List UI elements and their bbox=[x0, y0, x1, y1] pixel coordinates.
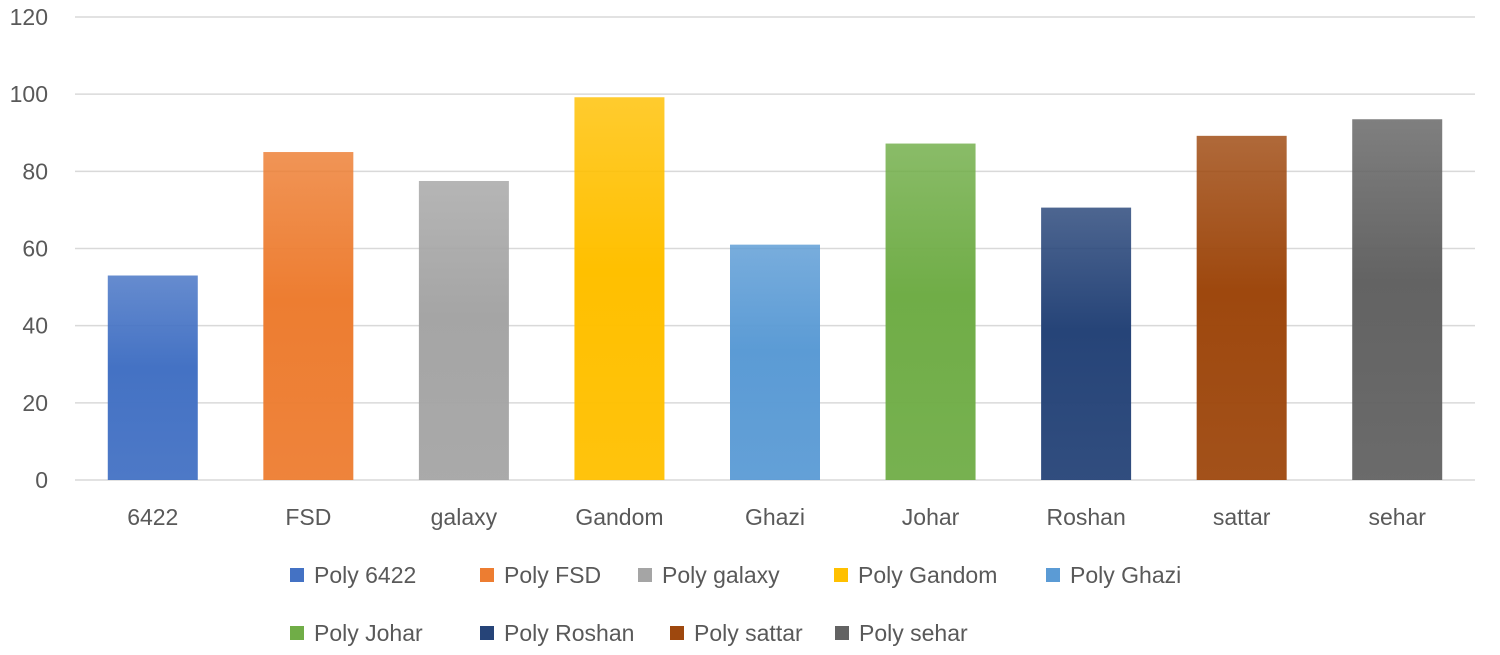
x-tick-label: Johar bbox=[902, 504, 960, 530]
legend-swatch bbox=[670, 626, 684, 640]
bar-sattar bbox=[1196, 135, 1287, 480]
legend-item: Poly Johar bbox=[290, 618, 480, 648]
x-tick-label: FSD bbox=[285, 504, 331, 530]
x-tick-label: 6422 bbox=[127, 504, 178, 530]
legend-item: Poly galaxy bbox=[638, 560, 834, 590]
legend-swatch bbox=[480, 626, 494, 640]
bar-Johar bbox=[885, 143, 976, 480]
legend-item: Poly FSD bbox=[480, 560, 638, 590]
x-axis-labels: 6422 FSD galaxy Gandom Ghazi Johar Roshan satta… bbox=[127, 504, 1426, 530]
bar-galaxy bbox=[418, 180, 509, 480]
bar-Roshan bbox=[1041, 207, 1132, 480]
bar-FSD bbox=[263, 152, 354, 480]
legend-label: Poly galaxy bbox=[662, 561, 780, 588]
y-tick-label: 40 bbox=[22, 313, 48, 339]
legend-label: Poly FSD bbox=[504, 561, 602, 588]
legend-label: Poly Ghazi bbox=[1070, 561, 1182, 588]
legend-label: Poly sattar bbox=[694, 619, 803, 646]
legend-swatch bbox=[835, 626, 849, 640]
legend-item: Poly Gandom bbox=[834, 560, 1046, 590]
bar-6422 bbox=[107, 275, 198, 480]
bar-Gandom bbox=[574, 97, 665, 481]
legend-swatch bbox=[290, 568, 304, 582]
y-tick-label: 20 bbox=[22, 390, 48, 416]
x-tick-label: galaxy bbox=[431, 504, 498, 530]
bar-sehar bbox=[1352, 119, 1443, 480]
legend-label: Poly Roshan bbox=[504, 619, 635, 646]
legend-label: Poly sehar bbox=[859, 619, 968, 646]
x-tick-label: sehar bbox=[1368, 504, 1426, 530]
x-tick-label: Gandom bbox=[575, 504, 663, 530]
y-tick-label: 60 bbox=[22, 236, 48, 262]
x-tick-label: Ghazi bbox=[745, 504, 805, 530]
x-tick-label: Roshan bbox=[1046, 504, 1125, 530]
y-axis-ticks: 0 20 40 60 80 100 120 bbox=[10, 4, 48, 493]
y-tick-label: 80 bbox=[22, 158, 48, 184]
legend-label: Poly Johar bbox=[314, 619, 423, 646]
legend-item: Poly sehar bbox=[835, 618, 995, 648]
legend-item: Poly sattar bbox=[670, 618, 835, 648]
legend: Poly 6422 Poly FSD Poly galaxy Poly Gandom P… bbox=[290, 560, 1230, 648]
bar-Ghazi bbox=[730, 244, 820, 480]
legend-swatch bbox=[1046, 568, 1060, 582]
y-tick-label: 120 bbox=[10, 4, 48, 30]
legend-item: Poly Ghazi bbox=[1046, 560, 1196, 590]
y-tick-label: 0 bbox=[35, 467, 48, 493]
legend-swatch bbox=[480, 568, 494, 582]
legend-item: Poly 6422 bbox=[290, 560, 480, 590]
x-tick-label: sattar bbox=[1213, 504, 1271, 530]
legend-label: Poly Gandom bbox=[858, 561, 998, 588]
y-tick-label: 100 bbox=[10, 81, 48, 107]
legend-swatch bbox=[290, 626, 304, 640]
legend-swatch bbox=[834, 568, 848, 582]
bar-chart: 0 20 40 60 80 100 120 6422 FSD galaxy Gandom Ghazi… bbox=[10, 4, 1475, 530]
legend-swatch bbox=[638, 568, 652, 582]
legend-label: Poly 6422 bbox=[314, 561, 417, 588]
legend-item: Poly Roshan bbox=[480, 618, 670, 648]
bars bbox=[107, 97, 1443, 481]
